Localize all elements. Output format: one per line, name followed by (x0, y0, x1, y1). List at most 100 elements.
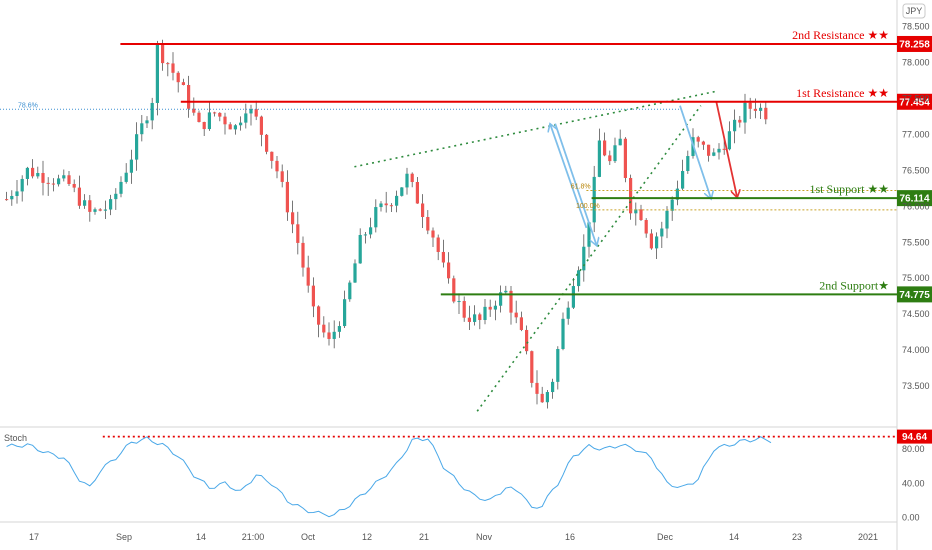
candle (311, 277, 315, 318)
candle (436, 234, 440, 261)
candle-body (447, 262, 451, 279)
currency-badge[interactable]: JPY (902, 3, 926, 19)
stoch-threshold-tag (897, 429, 932, 444)
candle-body (51, 183, 55, 185)
candle (634, 202, 638, 226)
candle (223, 112, 227, 135)
candle (400, 187, 404, 197)
candle-body (369, 227, 373, 235)
level-tag (897, 93, 932, 110)
price-tick-label: 73.500 (902, 381, 930, 391)
candle (77, 175, 81, 209)
candle-body (265, 134, 269, 152)
levels-layer: 2nd Resistance ★★ 78.258 1st Resistance ★★… (120, 28, 932, 303)
candle-body (181, 82, 185, 86)
candle (556, 346, 560, 390)
time-tick-label: 17 (29, 532, 39, 542)
candle-body (597, 140, 601, 177)
candle (322, 316, 326, 338)
candle-body (525, 329, 529, 352)
candle (270, 151, 274, 169)
candle (129, 149, 133, 184)
candle (389, 203, 393, 212)
candle-body (722, 148, 726, 150)
candle (36, 166, 40, 179)
candle-body (530, 351, 534, 383)
candle (31, 159, 35, 179)
candle-body (327, 332, 331, 339)
candle (759, 103, 763, 120)
candle-body (535, 382, 539, 394)
candle-body (291, 212, 295, 225)
candle (233, 124, 237, 135)
candle-body (270, 151, 274, 161)
candle-body (36, 173, 40, 177)
candle-body (421, 203, 425, 217)
price-tick-label: 77.500 (902, 93, 930, 103)
candle-body (244, 113, 248, 123)
candle (712, 148, 716, 157)
candle-body (57, 178, 61, 185)
blue-arrow-down (554, 123, 597, 246)
candle-body (499, 292, 503, 306)
stoch-layer: 94.64 (6, 429, 932, 518)
candle-body (239, 122, 243, 126)
candle (618, 129, 622, 146)
candle-body (41, 173, 45, 183)
level-label: 2nd Resistance ★★ (792, 28, 889, 42)
time-tick-label: 21:00 (242, 532, 265, 542)
candle (717, 143, 721, 160)
candle-body (337, 326, 341, 332)
candle-body (389, 205, 393, 207)
candle-body (634, 209, 638, 214)
candle-body (275, 160, 279, 172)
level-resistance: 2nd Resistance ★★ 78.258 (120, 28, 932, 52)
candle-body (363, 234, 367, 236)
fib-label: 78.6% (18, 102, 38, 109)
candle (93, 207, 97, 215)
candle-body (707, 144, 711, 156)
candle-body (5, 199, 9, 201)
candle (41, 160, 45, 196)
candle (369, 217, 373, 239)
candle (5, 191, 9, 201)
level-tag (897, 286, 932, 303)
blue-arrow-up (550, 124, 588, 229)
candle-body (145, 120, 149, 124)
candle (525, 325, 529, 355)
candle-body (114, 193, 118, 200)
candle (155, 40, 159, 116)
candle (259, 115, 263, 147)
candle-body (712, 152, 716, 156)
candle-body (140, 123, 144, 135)
price-tick-label: 75.500 (902, 237, 930, 247)
candle (57, 174, 61, 187)
candle-body (15, 191, 19, 196)
candle (228, 122, 232, 130)
candle (327, 322, 331, 346)
candle (343, 290, 347, 329)
candle-body (452, 278, 456, 302)
candle-body (46, 182, 50, 184)
stoch-tick-label: 80.00 (902, 444, 925, 454)
candle (265, 133, 269, 155)
price-tick-label: 77.000 (902, 129, 930, 139)
candle-body (504, 290, 508, 293)
time-tick-label: Oct (301, 532, 316, 542)
candle (603, 132, 607, 157)
candle (681, 159, 685, 190)
candle (561, 312, 565, 351)
candle (473, 305, 477, 326)
candle-body (483, 306, 487, 320)
candle-body (415, 182, 419, 204)
candle (655, 232, 659, 259)
stoch-tick-label: 0.00 (902, 513, 920, 523)
candle (254, 100, 258, 121)
candle-body (613, 145, 617, 162)
candle (218, 112, 222, 122)
candle (374, 199, 378, 233)
candle-body (582, 246, 586, 271)
candle-body (426, 216, 430, 231)
candle-body (93, 209, 97, 212)
